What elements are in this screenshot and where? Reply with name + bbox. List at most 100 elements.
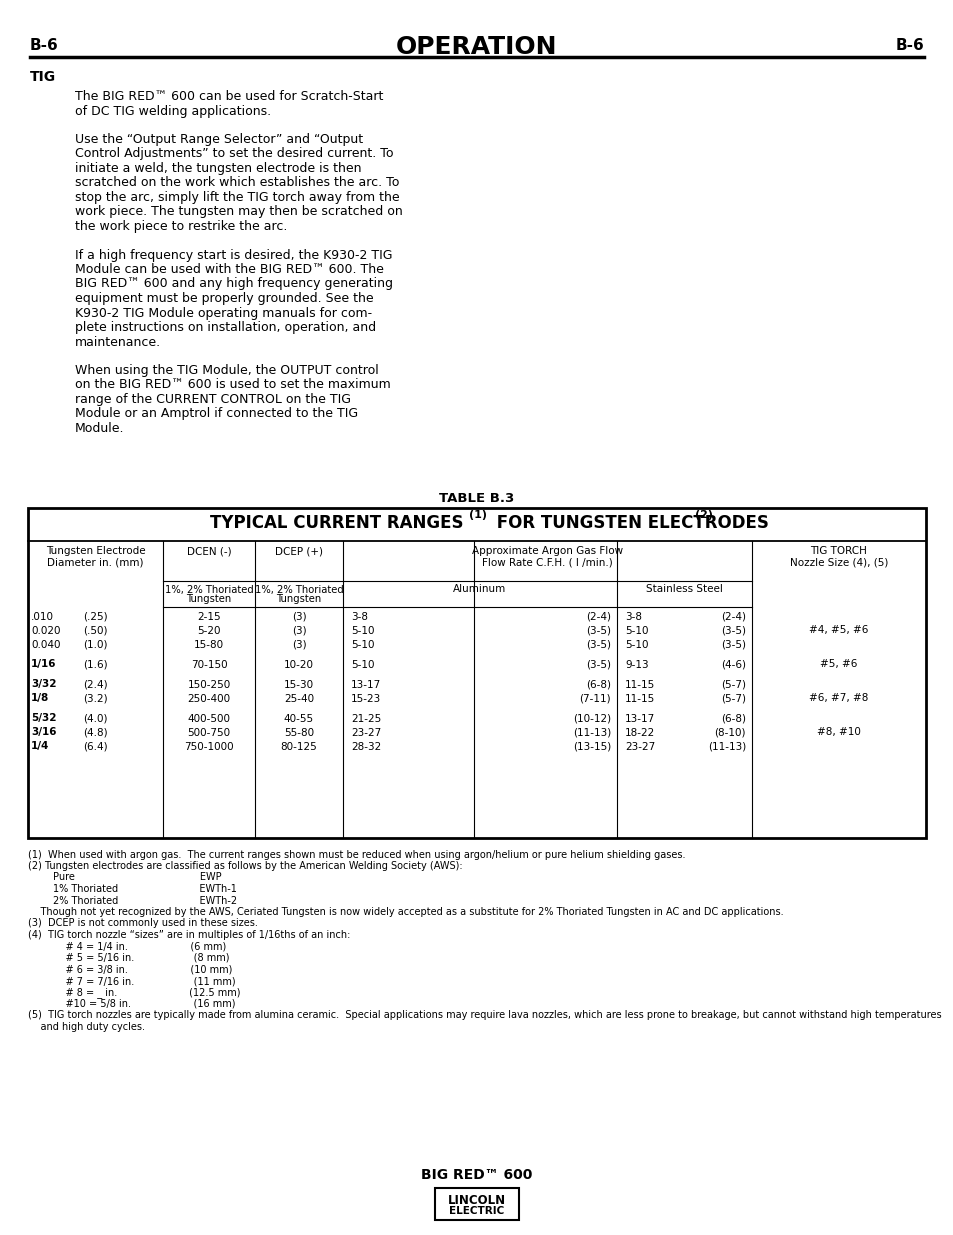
Text: TYPICAL CURRENT RANGES: TYPICAL CURRENT RANGES [210, 514, 469, 531]
Text: Tungsten: Tungsten [276, 594, 321, 604]
Text: #10 = 5/8 in.                    (16 mm): #10 = 5/8 in. (16 mm) [28, 999, 235, 1009]
Text: 1/8: 1/8 [30, 694, 50, 704]
Text: (.50): (.50) [83, 625, 108, 636]
Text: (5-7): (5-7) [720, 694, 745, 704]
Text: Module can be used with the BIG RED™ 600. The: Module can be used with the BIG RED™ 600… [75, 263, 383, 275]
Text: Pure                                        EWP: Pure EWP [28, 872, 221, 883]
Text: (1.0): (1.0) [83, 640, 108, 650]
Text: 23-27: 23-27 [351, 727, 381, 737]
Text: initiate a weld, the tungsten electrode is then: initiate a weld, the tungsten electrode … [75, 162, 361, 175]
Text: (2) Tungsten electrodes are classified as follows by the American Welding Societ: (2) Tungsten electrodes are classified a… [28, 861, 462, 871]
Text: 3/32: 3/32 [30, 679, 56, 689]
Text: (4)  TIG torch nozzle “sizes” are in multiples of 1/16ths of an inch:: (4) TIG torch nozzle “sizes” are in mult… [28, 930, 350, 940]
Text: (3): (3) [292, 625, 306, 636]
Text: equipment must be properly grounded. See the: equipment must be properly grounded. See… [75, 291, 374, 305]
Text: DCEN (-): DCEN (-) [187, 547, 231, 557]
Text: The BIG RED™ 600 can be used for Scratch-Start: The BIG RED™ 600 can be used for Scratch… [75, 90, 383, 103]
Text: #4, #5, #6: #4, #5, #6 [808, 625, 868, 636]
Text: (6.4): (6.4) [83, 741, 108, 752]
Text: 18-22: 18-22 [624, 727, 655, 737]
Text: (3): (3) [292, 640, 306, 650]
Text: 13-17: 13-17 [624, 714, 655, 724]
Text: (4.8): (4.8) [83, 727, 108, 737]
Text: 5-10: 5-10 [624, 625, 648, 636]
Text: (1)  When used with argon gas.  The current ranges shown must be reduced when us: (1) When used with argon gas. The curren… [28, 850, 685, 860]
Text: (1.6): (1.6) [83, 659, 108, 669]
Text: (3-5): (3-5) [585, 625, 610, 636]
Text: (10-12): (10-12) [572, 714, 610, 724]
Text: 150-250: 150-250 [187, 679, 231, 689]
Text: Though not yet recognized by the AWS, Ceriated Tungsten is now widely accepted a: Though not yet recognized by the AWS, Ce… [28, 906, 782, 918]
Bar [28, 508, 925, 541]
Text: plete instructions on installation, operation, and: plete instructions on installation, oper… [75, 321, 375, 333]
Text: # 4 = 1/4 in.                    (6 mm): # 4 = 1/4 in. (6 mm) [28, 941, 226, 951]
Text: B-6: B-6 [30, 38, 59, 53]
Text: 5-10: 5-10 [351, 625, 375, 636]
Text: the work piece to restrike the arc.: the work piece to restrike the arc. [75, 220, 287, 233]
Text: (4.0): (4.0) [83, 714, 108, 724]
Text: #5, #6: #5, #6 [820, 659, 857, 669]
Text: Tungsten Electrode: Tungsten Electrode [46, 547, 145, 557]
Text: 0.040: 0.040 [30, 640, 60, 650]
Text: 11-15: 11-15 [624, 694, 655, 704]
Text: (11-13): (11-13) [572, 727, 610, 737]
Text: 5/32: 5/32 [30, 714, 56, 724]
Text: 10-20: 10-20 [284, 659, 314, 669]
Text: Module.: Module. [75, 422, 125, 435]
Text: TIG TORCH: TIG TORCH [810, 547, 866, 557]
Text: (2-4): (2-4) [585, 611, 610, 621]
Text: Diameter in. (mm): Diameter in. (mm) [48, 557, 144, 568]
Text: 15-80: 15-80 [193, 640, 224, 650]
Text: (6-8): (6-8) [720, 714, 745, 724]
Text: 5-20: 5-20 [197, 625, 220, 636]
Text: BIG RED™ 600: BIG RED™ 600 [421, 1168, 532, 1182]
Text: B-6: B-6 [894, 38, 923, 53]
Text: 40-55: 40-55 [284, 714, 314, 724]
Text: Flow Rate C.F.H. ( l /min.): Flow Rate C.F.H. ( l /min.) [481, 557, 612, 568]
Text: 1/4: 1/4 [30, 741, 50, 752]
Text: and high duty cycles.: and high duty cycles. [28, 1023, 145, 1032]
Text: 15-23: 15-23 [351, 694, 381, 704]
Text: 15-30: 15-30 [284, 679, 314, 689]
Text: (3-5): (3-5) [585, 659, 610, 669]
Text: 400-500: 400-500 [188, 714, 231, 724]
Text: maintenance.: maintenance. [75, 336, 161, 348]
Text: 1%, 2% Thoriated: 1%, 2% Thoriated [254, 584, 343, 594]
Text: 750-1000: 750-1000 [184, 741, 233, 752]
Text: 5-10: 5-10 [351, 659, 375, 669]
Text: (6-8): (6-8) [585, 679, 610, 689]
Text: stop the arc, simply lift the TIG torch away from the: stop the arc, simply lift the TIG torch … [75, 191, 399, 204]
Text: (7-11): (7-11) [578, 694, 610, 704]
Text: Nozzle Size (4), (5): Nozzle Size (4), (5) [789, 557, 887, 568]
Text: FOR TUNGSTEN ELECTRODES: FOR TUNGSTEN ELECTRODES [491, 514, 768, 531]
Text: #6, #7, #8: #6, #7, #8 [808, 694, 868, 704]
Text: (2-4): (2-4) [720, 611, 745, 621]
Text: 9-13: 9-13 [624, 659, 648, 669]
Text: Control Adjustments” to set the desired current. To: Control Adjustments” to set the desired … [75, 147, 393, 161]
Bar [28, 508, 925, 837]
Text: # 8 = _ in.                       (12.5 mm): # 8 = _ in. (12.5 mm) [28, 988, 240, 998]
Text: 11-15: 11-15 [624, 679, 655, 689]
Text: 23-27: 23-27 [624, 741, 655, 752]
Text: 1%, 2% Thoriated: 1%, 2% Thoriated [165, 584, 253, 594]
Text: (5)  TIG torch nozzles are typically made from alumina ceramic.  Special applica: (5) TIG torch nozzles are typically made… [28, 1010, 941, 1020]
Text: Use the “Output Range Selector” and “Output: Use the “Output Range Selector” and “Out… [75, 133, 363, 146]
Text: LINCOLN: LINCOLN [448, 1194, 505, 1207]
Text: 13-17: 13-17 [351, 679, 381, 689]
Text: (3.2): (3.2) [83, 694, 108, 704]
Text: (3): (3) [292, 611, 306, 621]
Text: BIG RED™ 600 and any high frequency generating: BIG RED™ 600 and any high frequency gene… [75, 278, 393, 290]
Text: (3-5): (3-5) [585, 640, 610, 650]
Bar [435, 1188, 518, 1220]
Text: 250-400: 250-400 [187, 694, 231, 704]
Text: #8, #10: #8, #10 [816, 727, 860, 737]
Text: (2.4): (2.4) [83, 679, 108, 689]
Text: # 6 = 3/8 in.                    (10 mm): # 6 = 3/8 in. (10 mm) [28, 965, 233, 974]
Text: (4-6): (4-6) [720, 659, 745, 669]
Text: (1): (1) [469, 510, 486, 520]
Text: Aluminum: Aluminum [453, 584, 506, 594]
Text: (3)  DCEP is not commonly used in these sizes.: (3) DCEP is not commonly used in these s… [28, 919, 257, 929]
Text: 55-80: 55-80 [284, 727, 314, 737]
Text: 2-15: 2-15 [197, 611, 220, 621]
Text: 21-25: 21-25 [351, 714, 381, 724]
